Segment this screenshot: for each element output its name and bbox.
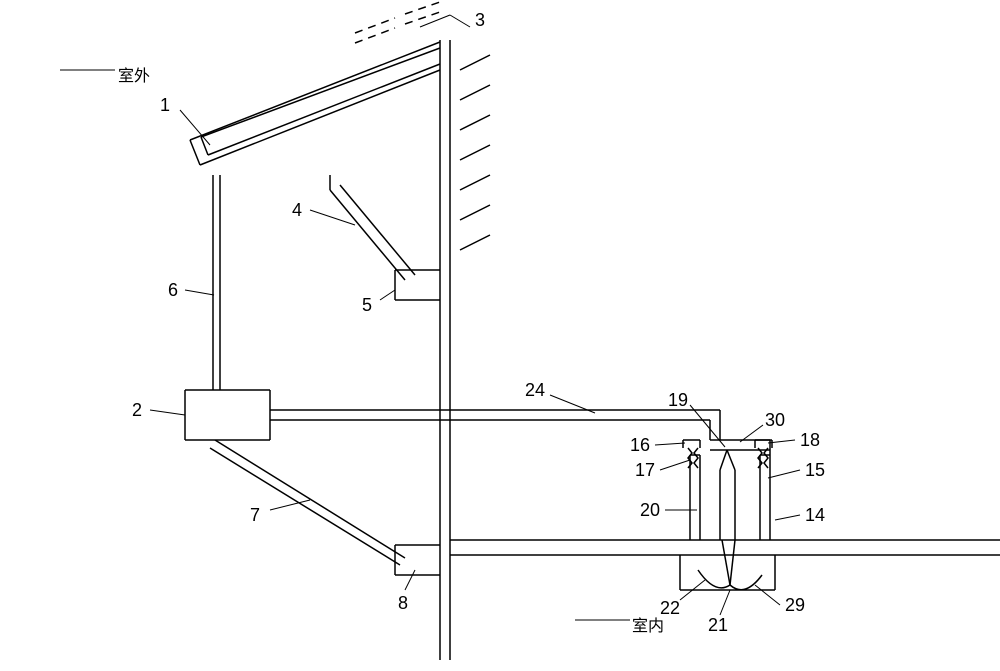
label-n29: 29: [785, 595, 805, 616]
label-n4: 4: [292, 200, 302, 221]
label-n24: 24: [525, 380, 545, 401]
label-n3: 3: [475, 10, 485, 31]
label-n30: 30: [765, 410, 785, 431]
label-n5: 5: [362, 295, 372, 316]
label-n17: 17: [635, 460, 655, 481]
label-n20: 20: [640, 500, 660, 521]
label-n21: 21: [708, 615, 728, 636]
label-outdoor: 室外: [118, 62, 150, 86]
label-n18: 18: [800, 430, 820, 451]
label-n2: 2: [132, 400, 142, 421]
diagram-canvas: 室外室内12345678141516171819202122242930: [0, 0, 1000, 671]
label-n19: 19: [668, 390, 688, 411]
label-n8: 8: [398, 593, 408, 614]
label-n22: 22: [660, 598, 680, 619]
label-n1: 1: [160, 95, 170, 116]
label-n15: 15: [805, 460, 825, 481]
diagram-svg: [0, 0, 1000, 671]
label-n14: 14: [805, 505, 825, 526]
label-n16: 16: [630, 435, 650, 456]
label-n7: 7: [250, 505, 260, 526]
label-n6: 6: [168, 280, 178, 301]
